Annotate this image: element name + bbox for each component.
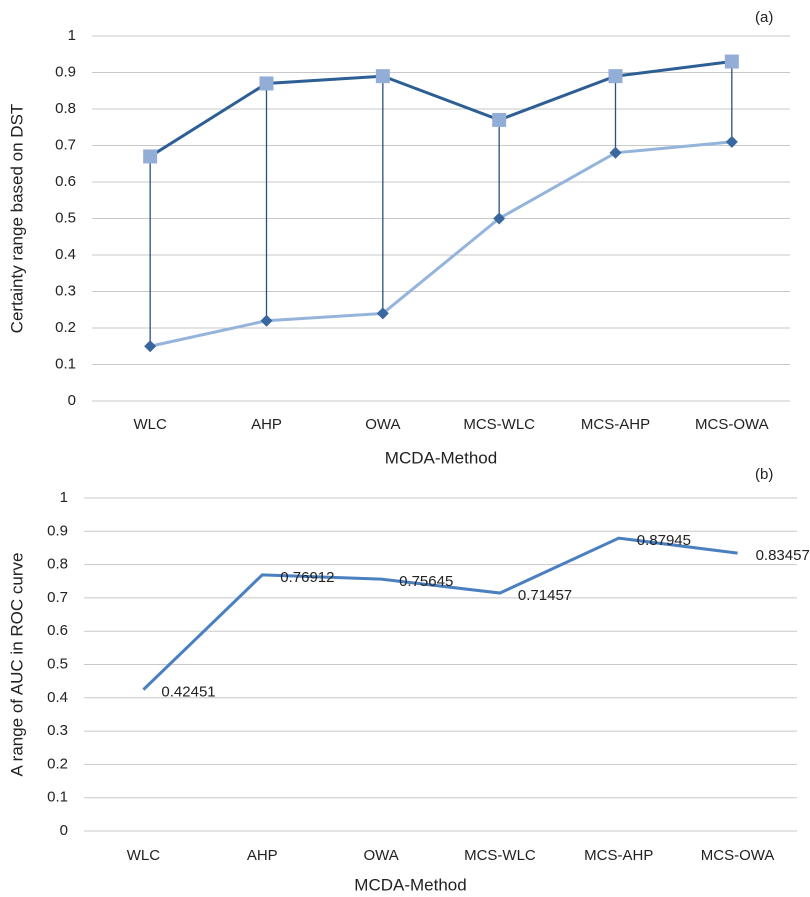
x-tick-label: MCS-WLC bbox=[463, 416, 535, 433]
x-tick-label: MCS-OWA bbox=[695, 416, 769, 433]
marker bbox=[724, 54, 739, 69]
y-tick-label: 0.7 bbox=[47, 589, 68, 606]
marker bbox=[260, 314, 273, 327]
marker bbox=[375, 69, 390, 84]
y-tick-label: 0.9 bbox=[47, 522, 68, 539]
y-tick-label: 0.4 bbox=[55, 246, 76, 263]
marker bbox=[492, 112, 507, 127]
marker bbox=[144, 340, 157, 353]
y-tick-label: 0.2 bbox=[55, 319, 76, 336]
data-label: 0.42451 bbox=[161, 684, 215, 701]
marker bbox=[376, 307, 389, 320]
y-tick-label: 0.2 bbox=[47, 755, 68, 772]
x-tick-label: AHP bbox=[251, 416, 282, 433]
x-tick-label: OWA bbox=[365, 416, 400, 433]
y-axis-title: Certainty range based on DST bbox=[7, 104, 26, 334]
marker bbox=[609, 146, 622, 159]
series-line bbox=[149, 140, 732, 348]
data-label: 0.75645 bbox=[399, 573, 453, 590]
y-tick-label: 0.9 bbox=[55, 63, 76, 80]
y-tick-label: 0.6 bbox=[47, 622, 68, 639]
data-label: 0.83457 bbox=[756, 547, 810, 564]
marker bbox=[493, 212, 506, 225]
y-tick-label: 0.8 bbox=[47, 556, 68, 573]
y-tick-label: 0.5 bbox=[55, 209, 76, 226]
y-tick-label: 0.6 bbox=[55, 173, 76, 190]
x-tick-label: WLC bbox=[127, 847, 161, 864]
data-label: 0.76912 bbox=[280, 569, 334, 586]
x-axis-title: MCDA-Method bbox=[354, 875, 466, 894]
y-tick-label: 0 bbox=[60, 822, 68, 839]
x-tick-label: MCS-WLC bbox=[464, 847, 536, 864]
x-tick-label: AHP bbox=[247, 847, 278, 864]
y-tick-label: 1 bbox=[60, 489, 68, 506]
y-tick-label: 0 bbox=[68, 392, 76, 409]
y-tick-label: 0.3 bbox=[47, 722, 68, 739]
x-tick-label: MCS-AHP bbox=[581, 416, 650, 433]
x-tick-label: MCS-OWA bbox=[701, 847, 775, 864]
data-label: 0.71457 bbox=[518, 587, 572, 604]
marker bbox=[259, 76, 274, 91]
panel-label: (a) bbox=[755, 9, 773, 26]
marker bbox=[608, 69, 623, 84]
y-tick-label: 0.4 bbox=[47, 689, 68, 706]
y-axis-title: A range of AUC in ROC curve bbox=[7, 553, 26, 777]
y-tick-label: 0.1 bbox=[55, 355, 76, 372]
x-tick-label: OWA bbox=[363, 847, 398, 864]
y-tick-label: 1 bbox=[68, 27, 76, 44]
x-tick-label: WLC bbox=[133, 416, 167, 433]
y-tick-label: 0.8 bbox=[55, 100, 76, 117]
y-tick-label: 0.7 bbox=[55, 136, 76, 153]
x-axis-title: MCDA-Method bbox=[385, 448, 497, 467]
panel-label: (b) bbox=[755, 466, 773, 483]
x-tick-label: MCS-AHP bbox=[584, 847, 653, 864]
y-tick-label: 0.3 bbox=[55, 282, 76, 299]
y-tick-label: 0.5 bbox=[47, 655, 68, 672]
series-line bbox=[142, 536, 738, 691]
series-line bbox=[149, 60, 733, 158]
marker bbox=[143, 149, 158, 164]
data-label: 0.87945 bbox=[637, 532, 691, 549]
marker bbox=[725, 135, 738, 148]
y-tick-label: 0.1 bbox=[47, 789, 68, 806]
